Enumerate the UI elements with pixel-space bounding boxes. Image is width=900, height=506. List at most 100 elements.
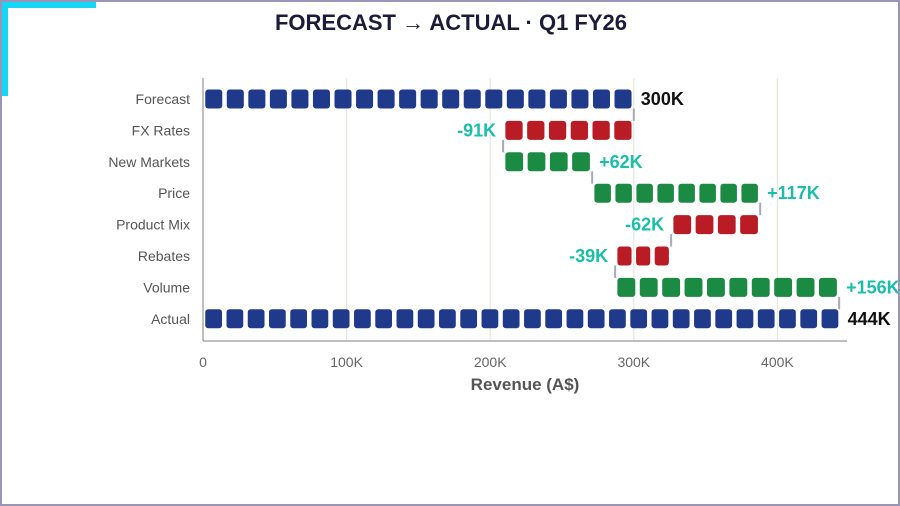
waterfall-unit	[651, 309, 669, 329]
x-axis-title: Revenue (A$)	[471, 375, 580, 394]
waterfall-unit	[460, 309, 478, 329]
waterfall-unit	[592, 120, 610, 140]
chart-title: FORECAST → ACTUAL · Q1 FY26	[274, 10, 628, 35]
waterfall-unit	[506, 89, 524, 109]
waterfall-unit	[312, 89, 330, 109]
category-label: Volume	[143, 279, 190, 295]
x-tick-label: 400K	[761, 354, 794, 370]
x-tick-label: 300K	[617, 354, 650, 370]
waterfall-unit	[463, 89, 481, 109]
waterfall-unit	[617, 246, 632, 266]
corner-accent-horizontal	[2, 2, 96, 8]
waterfall-unit	[226, 89, 244, 109]
category-label: Actual	[151, 311, 190, 327]
waterfall-unit	[818, 277, 837, 297]
waterfall-unit	[736, 309, 754, 329]
value-label: -91K	[457, 120, 496, 140]
value-label: +62K	[599, 152, 643, 172]
waterfall-unit	[334, 89, 352, 109]
waterfall-unit	[639, 277, 658, 297]
waterfall-unit	[527, 152, 546, 172]
waterfall-unit	[678, 183, 695, 203]
waterfall-unit	[673, 215, 692, 235]
value-label: +117K	[767, 183, 820, 203]
waterfall-unit	[396, 309, 414, 329]
waterfall-unit	[614, 120, 632, 140]
waterfall-unit	[226, 309, 244, 329]
waterfall-unit	[291, 89, 309, 109]
waterfall-unit	[548, 120, 567, 140]
waterfall-unit	[587, 309, 605, 329]
waterfall-unit	[377, 89, 395, 109]
waterfall-unit	[524, 309, 541, 329]
waterfall-unit	[545, 309, 563, 329]
waterfall-unit	[417, 309, 435, 329]
waterfall-unit	[572, 152, 590, 172]
waterfall-unit	[420, 89, 438, 109]
waterfall-unit	[662, 277, 681, 297]
waterfall-unit	[528, 89, 546, 109]
waterfall-unit	[248, 89, 266, 109]
value-label: 300K	[641, 89, 684, 109]
value-label: +156K	[846, 277, 900, 297]
waterfall-unit	[694, 309, 711, 329]
corner-accent-vertical	[2, 2, 8, 96]
waterfall-unit	[774, 277, 793, 297]
category-label: New Markets	[108, 154, 190, 170]
waterfall-unit	[332, 309, 350, 329]
waterfall-unit	[800, 309, 818, 329]
waterfall-unit	[269, 89, 287, 109]
x-tick-label: 0	[199, 354, 207, 370]
value-label: -62K	[625, 215, 664, 235]
waterfall-unit	[699, 183, 716, 203]
waterfall-unit	[481, 309, 499, 329]
waterfall-unit	[570, 120, 588, 140]
waterfall-unit	[290, 309, 308, 329]
waterfall-unit	[205, 309, 223, 329]
waterfall-unit	[615, 183, 632, 203]
category-label: FX Rates	[132, 122, 190, 138]
category-label: Forecast	[136, 91, 191, 107]
waterfall-unit	[609, 309, 626, 329]
waterfall-unit	[549, 152, 568, 172]
waterfall-unit	[720, 183, 737, 203]
waterfall-unit	[715, 309, 733, 329]
waterfall-unit	[442, 89, 460, 109]
waterfall-unit	[592, 89, 611, 109]
waterfall-unit	[779, 309, 796, 329]
waterfall-unit	[399, 89, 417, 109]
waterfall-unit	[502, 309, 520, 329]
waterfall-unit	[630, 309, 648, 329]
waterfall-unit	[269, 309, 286, 329]
x-tick-label: 200K	[474, 354, 507, 370]
waterfall-unit	[672, 309, 690, 329]
waterfall-unit	[311, 309, 329, 329]
category-label: Rebates	[138, 248, 190, 264]
waterfall-unit	[594, 183, 611, 203]
waterfall-unit	[527, 120, 545, 140]
waterfall-unit	[614, 89, 632, 109]
waterfall-unit	[717, 215, 736, 235]
waterfall-unit	[684, 277, 703, 297]
x-tick-label: 100K	[330, 354, 363, 370]
waterfall-unit	[636, 246, 651, 266]
waterfall-unit	[485, 89, 503, 109]
waterfall-unit	[796, 277, 815, 297]
waterfall-unit	[741, 183, 758, 203]
waterfall-unit	[375, 309, 393, 329]
category-label: Price	[158, 185, 190, 201]
waterfall-unit	[439, 309, 456, 329]
waterfall-unit	[354, 309, 371, 329]
waterfall-unit	[729, 277, 748, 297]
category-label: Product Mix	[116, 217, 190, 233]
waterfall-unit	[566, 309, 584, 329]
waterfall-unit	[549, 89, 567, 109]
waterfall-unit	[617, 277, 636, 297]
waterfall-unit	[657, 183, 674, 203]
value-label: -39K	[569, 246, 608, 266]
waterfall-unit	[757, 309, 775, 329]
waterfall-unit	[695, 215, 714, 235]
waterfall-unit	[571, 89, 589, 109]
